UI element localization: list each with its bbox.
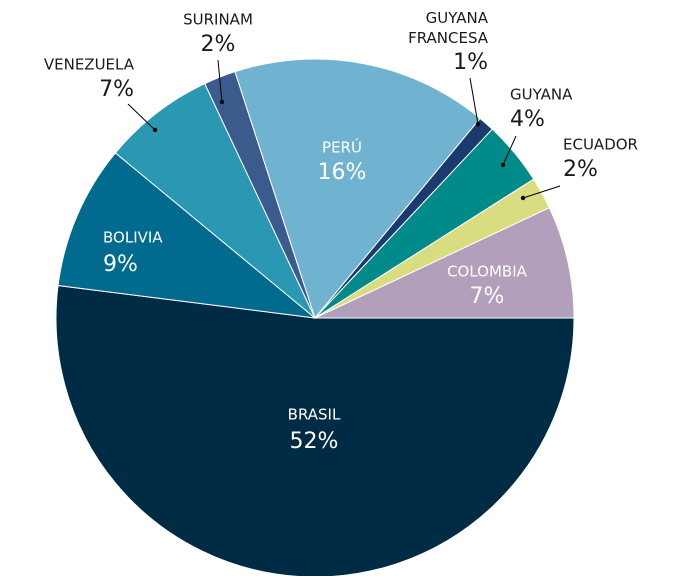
leader-line — [217, 59, 223, 103]
slice-label: BOLIVIA — [103, 229, 163, 247]
slice-value: 7% — [99, 77, 134, 102]
slice-value: 1% — [453, 50, 488, 75]
leader-dot — [520, 195, 526, 201]
pie-slice — [55, 284, 575, 576]
slice-value: 2% — [563, 157, 598, 182]
pie-slice — [114, 82, 316, 319]
leader-dot — [219, 99, 225, 105]
slice-value: 52% — [290, 429, 339, 454]
slice-label: COLOMBIA — [447, 263, 528, 281]
leader-dot — [152, 127, 158, 133]
slice-value: 4% — [510, 107, 545, 132]
leader-line — [502, 135, 517, 166]
slice-value: 7% — [470, 284, 505, 309]
leader-line — [469, 77, 479, 125]
leader-dot — [475, 121, 481, 127]
slice-label: PERÚ — [322, 138, 362, 157]
slice-value: 2% — [201, 32, 236, 57]
pie-slice — [57, 152, 317, 319]
slice-label: GUYANA — [510, 86, 573, 104]
slice-label: VENEZUELA — [44, 56, 135, 74]
slice-label: ECUADOR — [563, 136, 638, 154]
slice-label: BRASIL — [288, 406, 341, 424]
slice-value: 16% — [318, 160, 367, 185]
leader-line — [127, 103, 156, 131]
leader-line — [522, 185, 561, 199]
pie-slice — [314, 207, 575, 319]
slice-label: SURINAM — [183, 11, 253, 29]
slice-value: 9% — [103, 252, 138, 277]
slice-label: GUYANA FRANCESA — [408, 9, 489, 47]
leader-dot — [500, 162, 506, 168]
pie-slice — [234, 58, 481, 320]
